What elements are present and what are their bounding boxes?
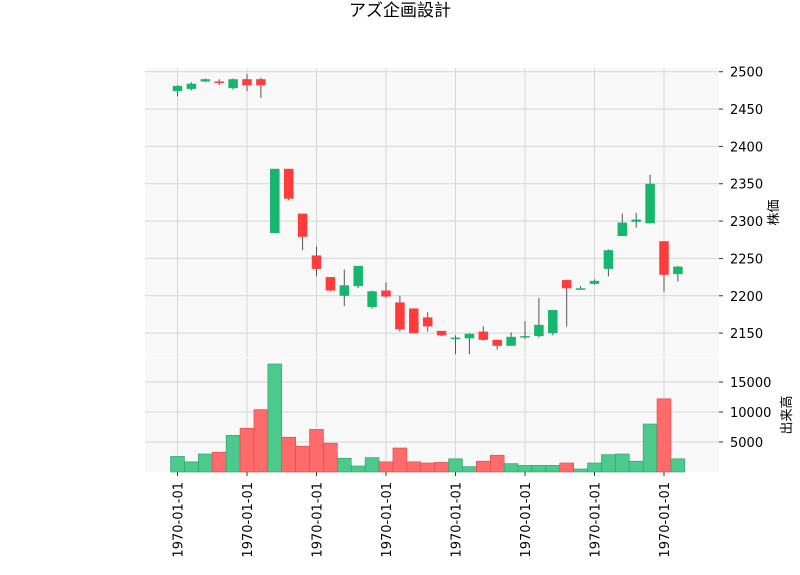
volume-bar [170, 456, 185, 473]
candle-body [631, 219, 641, 222]
volume-bar [628, 460, 644, 473]
x-tick-label: 1970-01-01 [658, 482, 673, 558]
candle-body [548, 309, 558, 334]
candle-body [186, 83, 197, 89]
volume-bar [462, 466, 477, 473]
candle-body [339, 285, 350, 296]
volume-bar [295, 445, 310, 473]
volume-bar [517, 465, 533, 473]
volume-bar [559, 462, 574, 473]
candle-body [256, 79, 266, 86]
candle-body [659, 241, 669, 275]
candle-body [520, 336, 530, 338]
candle-body [228, 79, 238, 89]
volume-bar [531, 465, 547, 473]
x-tick-label: 1970-01-01 [450, 482, 465, 558]
candle-body [492, 339, 502, 346]
volume-tick-label: 15000 [730, 376, 771, 391]
candle-body [464, 333, 475, 339]
candle-body [353, 265, 363, 287]
volume-bar [239, 427, 255, 473]
candle-body [422, 317, 433, 327]
volume-bar [364, 457, 380, 473]
volume-bar [309, 429, 324, 473]
candle-body [409, 308, 419, 334]
price-tick-label: 2300 [730, 215, 763, 230]
volume-bar [337, 457, 352, 473]
candle-body [242, 79, 252, 86]
volume-bar [587, 462, 602, 473]
candle-body [534, 324, 544, 337]
candle-body [395, 302, 405, 330]
chart-title: アズ企画設計 [349, 1, 451, 21]
x-tick-label: 1970-01-01 [589, 482, 604, 558]
volume-bar [615, 453, 630, 473]
candle-body [311, 255, 322, 269]
volume-bar [198, 453, 213, 473]
volume-bar [211, 451, 227, 473]
volume-tick-label: 5000 [730, 436, 763, 451]
candle-body [172, 85, 183, 92]
x-tick-label: 1970-01-01 [519, 482, 534, 558]
price-tick-label: 2200 [730, 290, 763, 305]
candle-body [436, 330, 447, 336]
candle-body [561, 280, 572, 289]
volume-bar [184, 461, 199, 473]
candle-body [283, 168, 294, 199]
volume-bar [489, 454, 505, 473]
price-tick-label: 2450 [730, 103, 763, 118]
volume-bar [503, 463, 519, 473]
volume-bar [392, 447, 408, 473]
volume-bar [656, 398, 672, 473]
x-tick-label: 1970-01-01 [241, 482, 256, 558]
volume-bar [406, 461, 422, 473]
price-panel [145, 68, 719, 357]
candle-body [617, 222, 628, 237]
candle-body [381, 290, 391, 297]
candle-body [214, 81, 224, 83]
volume-bar [267, 363, 283, 473]
volume-bar [281, 436, 296, 473]
x-tick-label: 1970-01-01 [311, 482, 326, 558]
volume-bar [323, 442, 338, 473]
candle-body [673, 266, 683, 275]
volume-bar [670, 458, 686, 473]
volume-tick-label: 10000 [730, 406, 771, 421]
candle-body [367, 291, 377, 307]
candle-body [506, 336, 516, 346]
candle-body [478, 331, 489, 340]
volume-bar [420, 462, 435, 473]
candle-body [270, 168, 280, 234]
price-tick-label: 2400 [730, 140, 763, 155]
x-tick-label: 1970-01-01 [380, 482, 395, 558]
volume-axis-label: 出来高 [779, 395, 795, 434]
candle-body [645, 183, 655, 224]
candle-body [450, 337, 461, 340]
volume-bar [573, 468, 588, 473]
candle-body [589, 280, 600, 284]
volume-bar [350, 465, 366, 473]
volume-bar [225, 435, 241, 473]
volume-bar [434, 462, 449, 473]
volume-bar [642, 423, 658, 473]
candle-body [325, 277, 336, 291]
candle-body [603, 250, 614, 269]
price-tick-label: 2150 [730, 327, 763, 342]
candle-body [575, 288, 586, 290]
volume-bar [545, 465, 561, 473]
volume-bar [448, 458, 463, 473]
candle-body [200, 79, 211, 82]
price-tick-label: 2350 [730, 178, 763, 193]
volume-bar [378, 461, 394, 473]
price-tick-label: 2250 [730, 252, 763, 267]
price-tick-label: 2500 [730, 66, 763, 81]
candle-body [297, 213, 308, 237]
volume-bar [253, 409, 269, 473]
volume-bar [476, 460, 491, 473]
volume-bar [601, 454, 616, 473]
x-tick-label: 1970-01-01 [172, 482, 187, 558]
price-axis-label: 株価 [767, 199, 782, 225]
